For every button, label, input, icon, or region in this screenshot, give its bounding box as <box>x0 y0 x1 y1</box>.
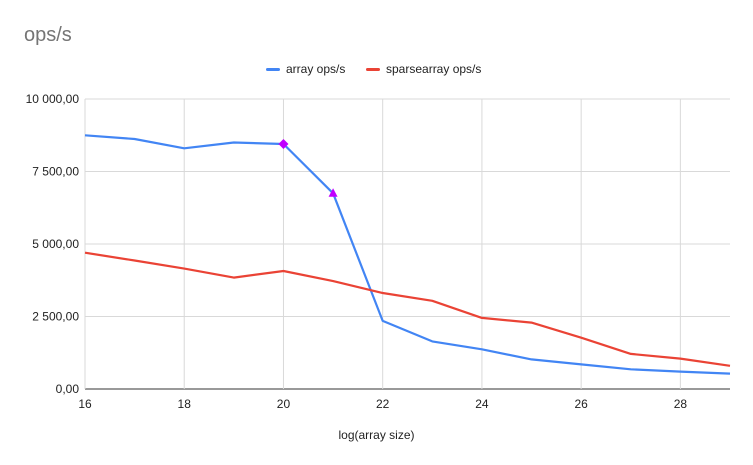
legend-item-array: array ops/s <box>266 62 345 76</box>
series-line-sparsearray <box>84 251 731 367</box>
y-tick-label: 10 000,00 <box>26 92 80 106</box>
legend-label-array: array ops/s <box>286 62 346 76</box>
data-point-marker-triangle <box>328 188 338 197</box>
x-tick-label: 24 <box>475 397 489 411</box>
x-tick-label: 22 <box>376 397 390 411</box>
x-tick-label: 26 <box>574 397 588 411</box>
y-tick-label: 0,00 <box>56 382 80 396</box>
series-line-array <box>84 134 731 375</box>
legend-item-sparsearray: sparsearray ops/s <box>366 62 481 76</box>
y-tick-label: 2 500,00 <box>32 310 79 324</box>
x-tick-label: 28 <box>674 397 688 411</box>
legend: array ops/s sparsearray ops/s <box>0 62 753 78</box>
x-axis-label: log(array size) <box>338 428 415 442</box>
y-tick-label: 5 000,00 <box>32 237 79 251</box>
y-tick-label: 7 500,00 <box>32 165 79 179</box>
x-tick-label: 18 <box>178 397 192 411</box>
legend-swatch-sparsearray <box>366 68 380 72</box>
chart-title: ops/s <box>24 24 72 46</box>
x-tick-label: 16 <box>78 397 92 411</box>
legend-label-sparsearray: sparsearray ops/s <box>386 62 482 76</box>
legend-swatch-array <box>266 68 280 72</box>
data-point-marker-diamond <box>278 138 289 149</box>
x-tick-label: 20 <box>277 397 291 411</box>
